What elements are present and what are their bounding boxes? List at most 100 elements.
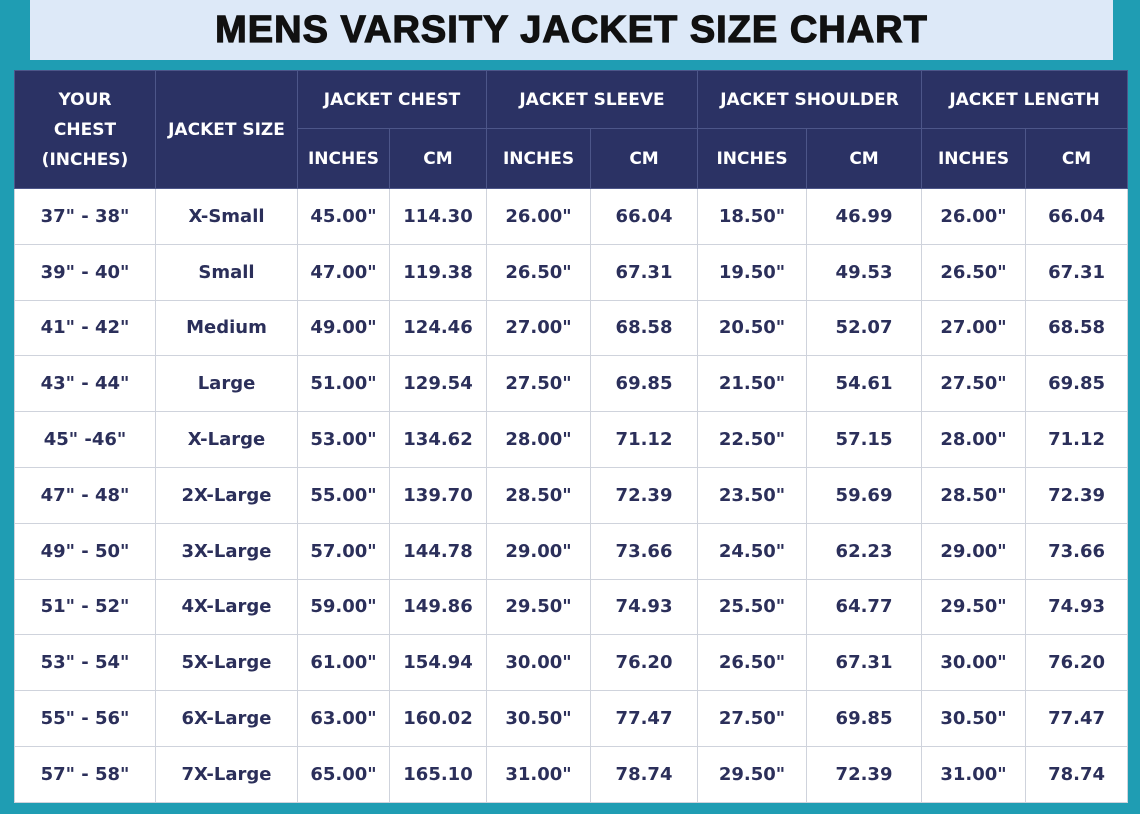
cell: 28.50" [486,466,592,524]
cell: 30.00" [486,634,592,692]
cell: 37" - 38" [14,188,156,245]
unit-header: CM [388,128,488,189]
cell: 30.50" [921,690,1027,747]
unit-header: INCHES [697,128,808,189]
cell: 51" - 52" [14,578,156,636]
cell: 55.00" [297,466,390,524]
data-row: 51" - 52" 4X-Large 59.00" 149.86 29.50" 74.93… [14,578,1129,636]
data-row: 49" - 50" 3X-Large 57.00" 144.78 29.00" 73.66… [14,522,1129,580]
cell: 160.02 [388,690,488,747]
cell: 25.50" [697,578,808,636]
unit-header: INCHES [486,128,592,189]
cell: 57.00" [297,522,390,580]
cell: 2X-Large [155,466,298,524]
cell: 24.50" [697,522,808,580]
cell: 77.47 [590,690,699,747]
cell: 57.15 [806,411,923,468]
cell: 26.00" [921,188,1027,245]
cell: 61.00" [297,634,390,692]
group-header: JACKET LENGTH [921,70,1129,129]
column-header: JACKET SIZE [155,70,298,189]
column-header-text: JACKET SIZE [168,119,285,140]
cell: 30.00" [921,634,1027,692]
cell: 63.00" [297,690,390,747]
cell: 19.50" [697,243,808,301]
cell: 46.99 [806,188,923,245]
cell: 29.00" [486,522,592,580]
cell: 76.20 [590,634,699,692]
cell: 20.50" [697,299,808,357]
cell: 71.12 [590,411,699,468]
cell: 47" - 48" [14,466,156,524]
cell: 74.93 [1025,578,1129,636]
size-table: YOUR CHEST (INCHES) JACKET SIZE JACKET CHE… [14,70,1129,803]
cell: 73.66 [1025,522,1129,580]
unit-header: INCHES [297,128,390,189]
cell: 29.50" [697,745,808,803]
cell: 69.85 [1025,355,1129,413]
cell: 67.31 [806,634,923,692]
cell: 72.39 [1025,466,1129,524]
cell: 28.00" [921,411,1027,468]
cell: 29.50" [486,578,592,636]
cell: 59.00" [297,578,390,636]
cell: 129.54 [388,355,488,413]
cell: 30.50" [486,690,592,747]
column-header-text: YOUR CHEST (INCHES) [41,89,129,170]
cell: 52.07 [806,299,923,357]
cell: 27.50" [921,355,1027,413]
cell: 64.77 [806,578,923,636]
cell: 49" - 50" [14,522,156,580]
cell: 67.31 [590,243,699,301]
header-row: YOUR CHEST (INCHES) JACKET SIZE JACKET CHE… [14,70,1129,189]
title-banner: MENS VARSITY JACKET SIZE CHART [30,0,1113,60]
cell: 27.00" [921,299,1027,357]
cell: Large [155,355,298,413]
cell: 26.50" [697,634,808,692]
group-header: JACKET CHEST [296,70,488,129]
data-row: 37" - 38" X-Small 45.00" 114.30 26.00" 66.04 1… [14,188,1129,245]
data-row: 45" -46" X-Large 53.00" 134.62 28.00" 71.12 22… [14,411,1129,468]
cell: 7X-Large [155,745,298,803]
cell: 165.10 [388,745,488,803]
cell: 26.50" [486,243,592,301]
cell: 53.00" [297,411,390,468]
cell: 66.04 [1025,188,1129,245]
cell: 119.38 [388,243,488,301]
unit-header: CM [590,128,699,189]
column-header: YOUR CHEST (INCHES) [14,70,156,189]
cell: 54.61 [806,355,923,413]
cell: 76.20 [1025,634,1129,692]
cell: 72.39 [590,466,699,524]
cell: 3X-Large [155,522,298,580]
cell: 43" - 44" [14,355,156,413]
cell: 31.00" [486,745,592,803]
cell: 31.00" [921,745,1027,803]
cell: 66.04 [590,188,699,245]
cell: 134.62 [388,411,488,468]
unit-header: INCHES [921,128,1027,189]
data-row: 53" - 54" 5X-Large 61.00" 154.94 30.00" 76.20… [14,634,1129,692]
cell: 5X-Large [155,634,298,692]
cell: 49.00" [297,299,390,357]
data-row: 47" - 48" 2X-Large 55.00" 139.70 28.50" 72.39… [14,466,1129,524]
title: MENS VARSITY JACKET SIZE CHART [215,8,928,51]
cell: 69.85 [590,355,699,413]
cell: 39" - 40" [14,243,156,301]
cell: 114.30 [388,188,488,245]
data-row: 41" - 42" Medium 49.00" 124.46 27.00" 68.58 20… [14,299,1129,357]
cell: 22.50" [697,411,808,468]
group-header: JACKET SLEEVE [486,70,699,129]
cell: X-Small [155,188,298,245]
cell: 29.00" [921,522,1027,580]
cell: 144.78 [388,522,488,580]
cell: X-Large [155,411,298,468]
cell: 6X-Large [155,690,298,747]
cell: 23.50" [697,466,808,524]
cell: 26.50" [921,243,1027,301]
data-row: 39" - 40" Small 47.00" 119.38 26.50" 67.31 19.… [14,243,1129,301]
cell: 74.93 [590,578,699,636]
cell: 139.70 [388,466,488,524]
group-header: JACKET SHOULDER [697,70,923,129]
